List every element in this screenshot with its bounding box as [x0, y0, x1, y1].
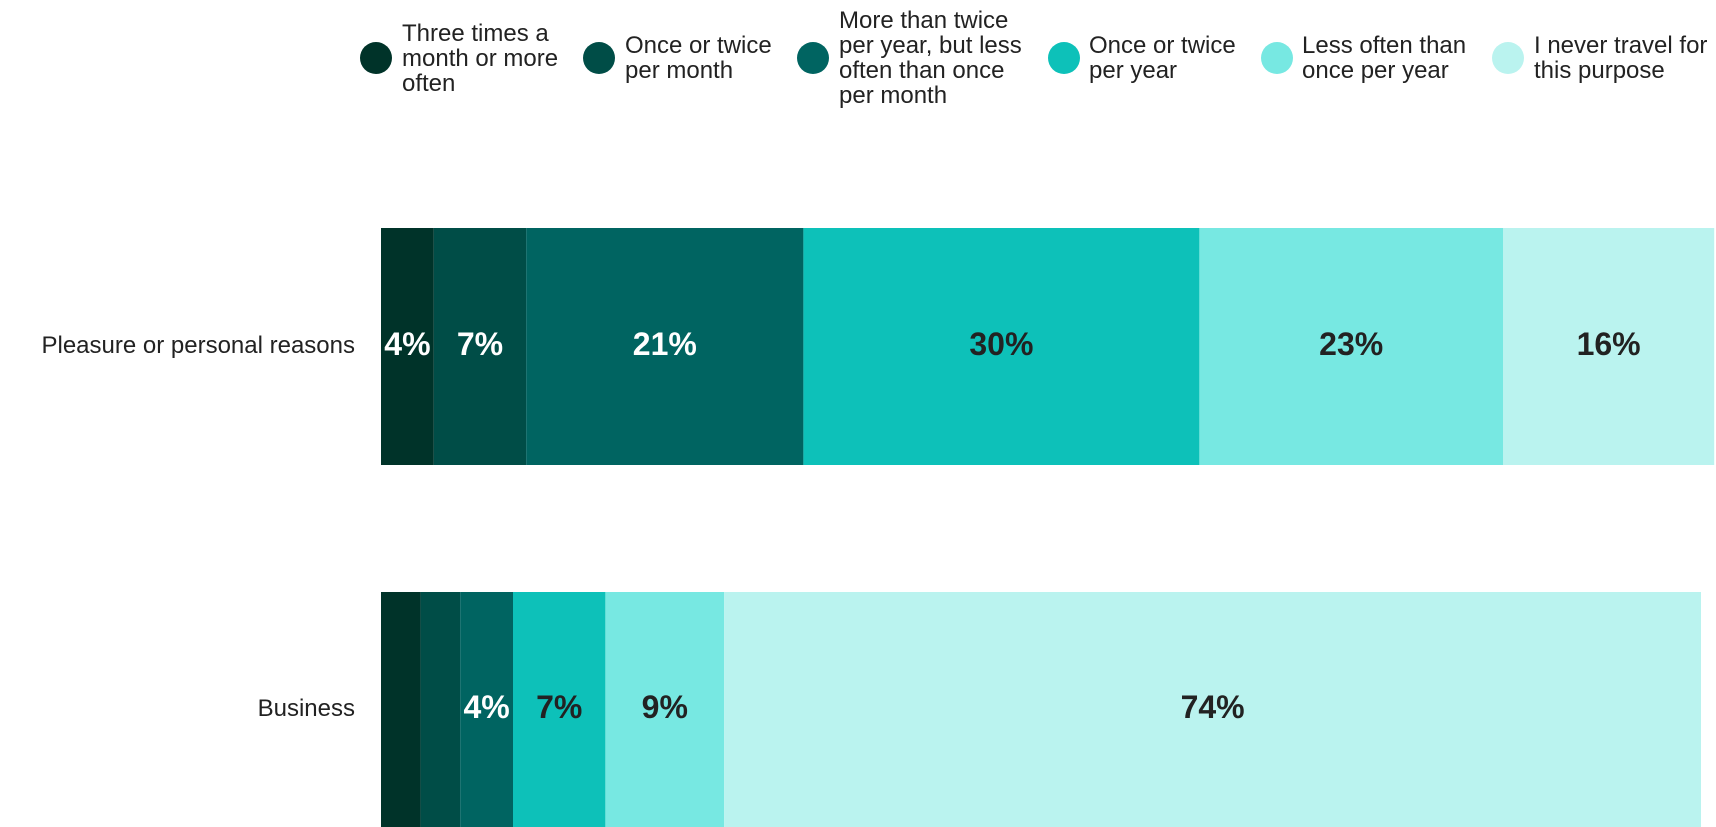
- data-label: 21%: [633, 326, 697, 362]
- data-label: 4%: [463, 689, 509, 725]
- bar-segment: [724, 592, 1701, 827]
- legend-swatch: [1048, 42, 1080, 74]
- legend-label: Once or twice per month: [625, 32, 772, 84]
- legend-swatch: [1261, 42, 1293, 74]
- bar-segment: [381, 592, 421, 827]
- category-label: Pleasure or personal reasons: [41, 332, 355, 359]
- data-label: 23%: [1319, 326, 1383, 362]
- legend-swatch: [360, 42, 392, 74]
- bar-segment: [420, 592, 461, 827]
- legend-label: More than twice per year, but less often…: [839, 7, 1022, 109]
- bar-segment: [460, 592, 513, 827]
- legend-swatch: [583, 42, 615, 74]
- category-label: Business: [258, 695, 355, 722]
- bar-segment: [433, 228, 527, 465]
- legend-swatch: [797, 42, 829, 74]
- data-label: 16%: [1577, 326, 1641, 362]
- bar-segment: [605, 592, 725, 827]
- bar-segment: [1199, 228, 1503, 465]
- bar-segment: [513, 592, 606, 827]
- data-label: 4%: [384, 326, 430, 362]
- data-label: 7%: [536, 689, 582, 725]
- data-label: 74%: [1181, 689, 1245, 725]
- bar-segment: [526, 228, 804, 465]
- legend-swatch: [1492, 42, 1524, 74]
- legend-label: Less often than once per year: [1302, 32, 1467, 84]
- legend-label: Once or twice per year: [1089, 32, 1236, 84]
- legend-label: Three times a month or more often: [402, 19, 559, 97]
- data-label: 7%: [457, 326, 503, 362]
- bar-segment: [381, 228, 434, 465]
- bar-segment: [1503, 228, 1715, 465]
- data-label: 30%: [969, 326, 1033, 362]
- legend-label: I never travel for this purpose: [1534, 32, 1708, 84]
- bar-segment: [803, 228, 1200, 465]
- data-label: 9%: [642, 689, 688, 725]
